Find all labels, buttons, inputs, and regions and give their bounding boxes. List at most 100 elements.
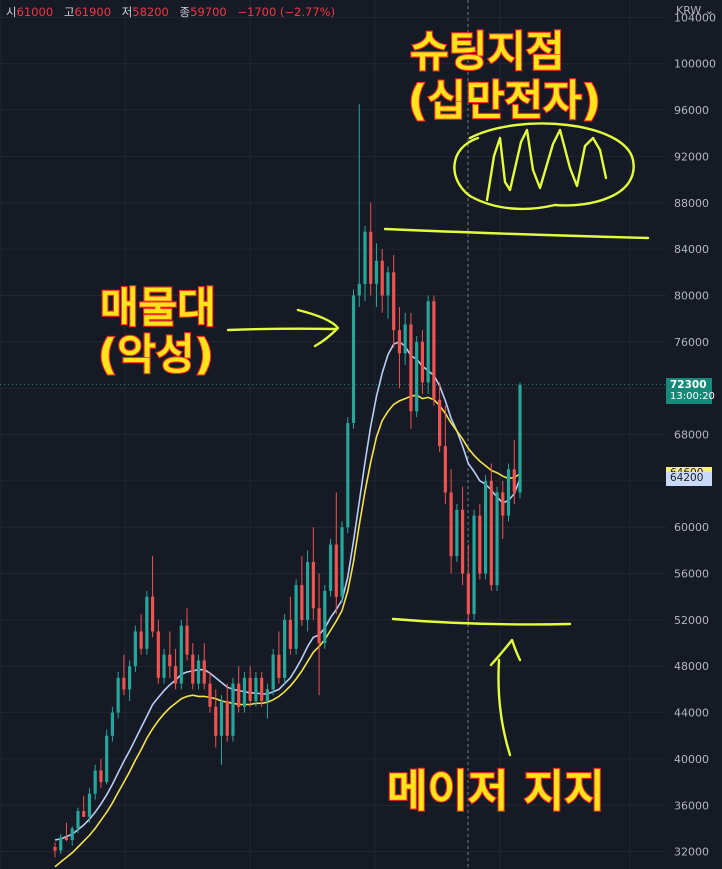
candle-body [420, 341, 425, 383]
candle-body [443, 446, 447, 493]
candle-body [317, 608, 321, 644]
candle-body [248, 677, 252, 701]
ma-value-blue: 64200 [670, 471, 704, 484]
candle-body [512, 469, 516, 493]
candle-body [518, 384, 522, 493]
candle-body [415, 341, 419, 412]
y-tick-label: 36000 [674, 799, 709, 812]
y-tick-label: 68000 [674, 429, 709, 442]
candle-body [460, 509, 465, 574]
candle-body [87, 793, 92, 817]
candle-body [392, 272, 396, 331]
candle-body [483, 480, 488, 574]
candle-body [271, 654, 275, 690]
candle-body [173, 666, 178, 684]
y-tick-label: 56000 [674, 568, 709, 581]
candle-body [386, 272, 390, 296]
y-tick-label: 44000 [674, 707, 709, 720]
candle-body [506, 469, 511, 516]
candle-body [351, 295, 356, 423]
candle-body [340, 527, 344, 597]
moving-average-lines [54, 340, 521, 868]
high-value: 61900 [74, 5, 112, 19]
hand-annotations [226, 122, 650, 757]
candle-body [466, 573, 470, 615]
candle-body [105, 735, 109, 783]
moving-average-line [54, 340, 521, 841]
y-tick-label: 84000 [674, 243, 709, 256]
candle-body [231, 683, 235, 736]
supply-label-1: 매물대 [100, 283, 216, 332]
low-value: 58200 [132, 5, 169, 19]
resistance-line [383, 227, 650, 240]
supply-arrow-shaft [226, 327, 338, 332]
high-label: 고 [63, 5, 75, 19]
y-tick-label: 32000 [674, 846, 709, 859]
candle-body [53, 846, 57, 851]
candles [53, 104, 522, 858]
candle-body [283, 619, 287, 678]
currency-selector[interactable]: KRW ⌄ [676, 4, 714, 17]
candle-body [110, 712, 115, 736]
open-value: 61000 [16, 5, 54, 19]
candle-body [116, 677, 120, 713]
y-tick-label: 60000 [674, 521, 709, 534]
candle-body [288, 619, 292, 649]
candle-body [219, 700, 224, 736]
candle-body [133, 631, 137, 667]
shooting-label-2: (십만전자) [408, 76, 601, 125]
candle-body [208, 683, 212, 707]
support-arrow-shaft [497, 658, 512, 757]
candle-body [455, 509, 459, 557]
candle-body [254, 677, 258, 701]
candle-body [363, 231, 367, 284]
candle-body [489, 480, 493, 586]
shooting-label-1: 슈팅지점 [410, 27, 565, 76]
ohlc-legend: 시61000 고61900 저58200 종59700 −1700 (−2.77… [6, 4, 342, 20]
ma-value-tag-blue: 64200 [666, 471, 712, 486]
candle-body [449, 492, 453, 557]
support-label: 메이저 지지 [387, 766, 605, 817]
candle-body [214, 706, 218, 736]
candle-body [202, 660, 206, 684]
y-tick-label: 92000 [674, 150, 709, 163]
candle-body [242, 677, 247, 707]
y-tick-label: 40000 [674, 753, 709, 766]
candle-body [323, 590, 327, 644]
price-axis: 32000 36000 40000 44000 48000 52000 56000 60000… [674, 11, 716, 858]
supply-arrow-head [296, 308, 340, 348]
candle-body [328, 544, 333, 591]
shooting-circle [453, 122, 635, 211]
chevron-down-icon: ⌄ [704, 4, 714, 17]
candle-body [145, 596, 149, 649]
candle-body [162, 654, 166, 678]
candle-body [495, 492, 499, 586]
y-tick-label: 76000 [674, 336, 709, 349]
candle-body [150, 596, 155, 632]
close-label: 종 [179, 5, 191, 19]
last-price-tag: 72300 13:00:20 [666, 377, 715, 404]
candle-body [432, 301, 436, 400]
close-value: 59700 [190, 5, 227, 19]
candle-body [357, 283, 361, 296]
low-label: 저 [121, 5, 133, 19]
candle-body [478, 515, 482, 574]
currency-label: KRW [675, 4, 702, 17]
candle-body [64, 837, 69, 841]
y-tick-label: 80000 [674, 289, 709, 302]
candle-body [225, 700, 229, 736]
y-tick-label: 96000 [674, 104, 709, 117]
candle-body [168, 654, 172, 667]
annotation-labels: 슈팅지점 (십만전자) 매물대 (악성) 메이저 지지 [97, 26, 606, 818]
y-tick-label: 48000 [674, 660, 709, 673]
y-tick-label: 88000 [674, 197, 709, 210]
candle-body [185, 625, 189, 655]
change-value: −1700 (−2.77%) [237, 5, 336, 19]
candle-body [128, 666, 132, 690]
candle-body [237, 683, 241, 707]
candle-body [76, 811, 80, 829]
y-tick-label: 52000 [674, 614, 709, 627]
candle-body [380, 260, 384, 296]
